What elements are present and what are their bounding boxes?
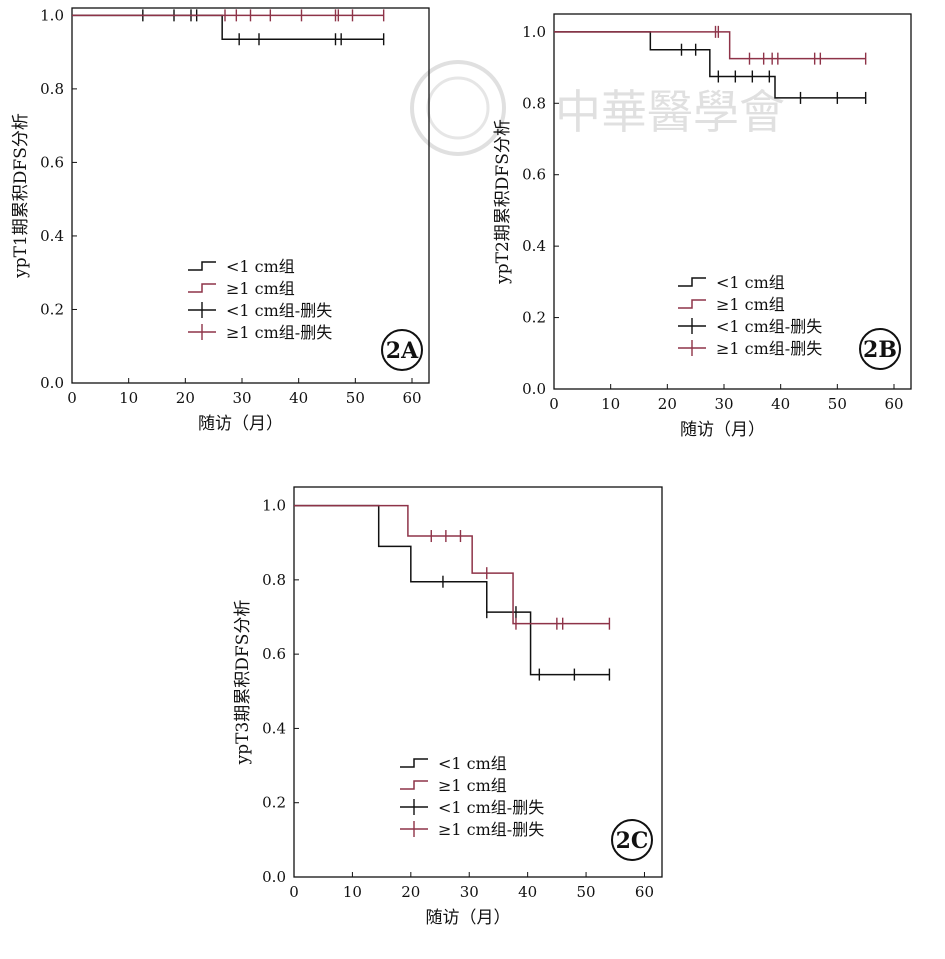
panel-2b: 0 10 20 30 40 50 60 0.0 0.2 0.4 0.6 0.8 1.0 随访（月） ypT2… [493,13,912,440]
curve-lt1cm [554,31,866,99]
legend-label: <1 cm组 [226,257,295,276]
x-tick-label: 50 [346,389,365,407]
y-axis-label: ypT1期累积DFS分析 [11,113,31,279]
legend-label: <1 cm组-删失 [226,301,332,320]
x-tick-label: 60 [635,883,654,901]
y-tick-label: 0.4 [522,237,546,255]
y-axis-label: ypT3期累积DFS分析 [233,600,253,766]
y-tick-label: 0.2 [522,309,546,327]
y-tick-label: 0.2 [40,300,64,318]
watermark: 中華醫學會 [410,60,785,156]
legend-label: <1 cm组 [438,754,507,773]
legend-step-icon [678,277,706,287]
legend-step-icon [678,299,706,309]
x-axis-label: 随访（月） [426,908,511,928]
y-tick-label: 0.8 [262,571,286,589]
plot-frame [293,486,663,878]
legend-label: ≥1 cm组-删失 [438,820,544,839]
x-tick-label: 10 [343,883,362,901]
x-axis-label: 随访（月） [680,420,765,440]
y-tick-label: 0.0 [522,380,546,398]
x-tick-label: 0 [67,389,77,407]
x-tick-label: 0 [289,883,299,901]
y-tick-label: 0.8 [40,80,64,98]
panel-badge-circle [611,819,653,861]
x-tick-label: 30 [232,389,251,407]
y-tick-label: 1.0 [522,23,546,41]
y-tick-label: 0.6 [40,153,64,171]
x-tick-label: 60 [402,389,421,407]
x-tick-label: 20 [401,883,420,901]
x-tick-label: 10 [119,389,138,407]
y-tick-label: 0.0 [40,374,64,392]
panel-badge-label: 2C [616,828,649,854]
y-axis-label: ypT2期累积DFS分析 [493,119,513,285]
panel-badge-label: 2B [863,337,897,363]
legend-label: ≥1 cm组-删失 [716,339,822,358]
x-tick-label: 10 [601,395,620,413]
panel-2a: 0 10 20 30 40 50 60 0.0 0.2 0.4 0.6 0.8 1.0 随访（月） ypT1… [11,6,430,434]
watermark-seal-inner-icon [426,76,490,140]
legend-label: ≥1 cm组-删失 [226,323,332,342]
legend-label: ≥1 cm组 [226,279,295,298]
panel-badge-label: 2A [386,338,419,364]
panel-badge-circle [859,328,901,370]
plot-frame [71,7,430,384]
legend-step-icon [400,758,428,768]
curve-ge1cm [294,504,610,625]
watermark-text: 中華醫學會 [555,85,785,139]
y-tick-label: 0.2 [262,794,286,812]
panel-badge-circle [381,329,423,371]
watermark-seal-icon [410,60,506,156]
x-tick-label: 40 [289,389,308,407]
x-tick-label: 20 [658,395,677,413]
x-tick-label: 0 [549,395,559,413]
x-tick-label: 60 [884,395,903,413]
legend-step-icon [188,283,216,293]
y-tick-label: 0.0 [262,868,286,886]
y-tick-label: 0.6 [262,645,286,663]
legend-label: <1 cm组-删失 [438,798,544,817]
plot-frame [553,13,912,390]
y-tick-label: 0.4 [262,719,286,737]
x-tick-label: 50 [577,883,596,901]
legend-step-icon [400,780,428,790]
x-axis-label: 随访（月） [198,414,283,434]
x-tick-label: 50 [828,395,847,413]
x-tick-label: 40 [771,395,790,413]
legend-label: ≥1 cm组 [716,295,785,314]
curve-lt1cm [294,504,610,676]
legend-label: <1 cm组 [716,273,785,292]
y-tick-label: 0.8 [522,94,546,112]
x-tick-label: 30 [460,883,479,901]
curve-ge1cm [554,31,866,60]
y-tick-label: 0.4 [40,227,64,245]
x-tick-label: 30 [714,395,733,413]
y-tick-label: 0.6 [522,166,546,184]
legend-label: <1 cm组-删失 [716,317,822,336]
panel-2c: 0 10 20 30 40 50 60 0.0 0.2 0.4 0.6 0.8 1.0 随访（月） ypT3… [233,486,663,928]
y-tick-label: 1.0 [262,497,286,515]
curve-lt1cm [72,14,384,40]
y-tick-label: 1.0 [40,6,64,24]
legend-label: ≥1 cm组 [438,776,507,795]
x-tick-label: 40 [518,883,537,901]
legend-step-icon [188,261,216,271]
x-tick-label: 20 [176,389,195,407]
